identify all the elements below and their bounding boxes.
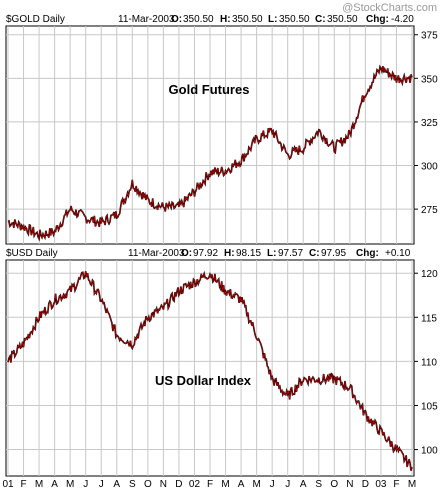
x-tick-label: A <box>238 479 245 490</box>
price-line <box>7 65 413 241</box>
x-tick-label: A <box>300 479 307 490</box>
usd-y-axis: 100 105 110 115 120 <box>414 269 438 457</box>
usd-date: 11-Mar-2003 <box>128 248 185 259</box>
x-tick-label: M <box>66 479 74 490</box>
usd-low-label: L: <box>267 248 276 259</box>
gold-grid <box>6 26 414 244</box>
x-tick-label: F <box>393 479 399 490</box>
gold-open-value: 350.50 <box>183 14 214 25</box>
gold-low-label: L: <box>268 14 277 25</box>
x-tick-label: N <box>160 479 167 490</box>
month-axis: 01 F M A M J J A S O N D 02 F M A M J J A S O N D 03 F M <box>2 479 416 490</box>
x-tick-label: M <box>221 479 229 490</box>
usd-close-label: C: <box>309 248 320 259</box>
x-tick-label: 03 <box>375 479 387 490</box>
usd-panel: 100 105 110 115 120 $USD Daily 11-Mar-2003 O… <box>5 248 438 477</box>
y-tick-label: 375 <box>421 31 438 42</box>
usd-open-label: O: <box>181 248 192 259</box>
x-tick-label: D <box>175 479 182 490</box>
y-tick-label: 325 <box>421 118 438 129</box>
usd-high-value: 98.15 <box>236 248 261 259</box>
x-tick-label: A <box>51 479 58 490</box>
gold-change-label: Chg: <box>366 14 389 25</box>
usd-close-value: 97.95 <box>321 248 346 259</box>
usd-change-label: Chg: <box>356 248 379 259</box>
x-tick-label: F <box>207 479 213 490</box>
gold-change-value: -4.20 <box>391 14 414 25</box>
usd-annotation: US Dollar Index <box>155 373 252 388</box>
x-tick-label: 01 <box>2 479 14 490</box>
gold-low-value: 350.50 <box>279 14 310 25</box>
y-tick-label: 350 <box>421 74 438 85</box>
x-tick-label: F <box>20 479 26 490</box>
usd-low-value: 97.57 <box>278 248 303 259</box>
gold-annotation: Gold Futures <box>169 82 250 97</box>
x-tick-label: O <box>330 479 338 490</box>
x-tick-label: J <box>270 479 275 490</box>
x-tick-label: S <box>315 479 322 490</box>
y-tick-label: 300 <box>421 162 438 173</box>
x-tick-label: 02 <box>189 479 201 490</box>
y-tick-label: 110 <box>421 357 437 368</box>
price-line <box>7 271 413 471</box>
gold-close-value: 350.50 <box>327 14 358 25</box>
usd-symbol: $USD Daily <box>6 248 58 259</box>
x-tick-label: J <box>99 479 104 490</box>
x-tick-label: J <box>83 479 88 490</box>
y-tick-label: 120 <box>421 269 438 280</box>
gold-close-label: C: <box>315 14 326 25</box>
watermark: @StockCharts.com <box>342 2 437 14</box>
x-tick-label: J <box>285 479 290 490</box>
x-tick-label: N <box>346 479 353 490</box>
usd-index-series <box>7 270 413 471</box>
y-tick-label: 115 <box>421 313 437 324</box>
y-tick-label: 275 <box>421 205 438 216</box>
y-tick-label: 105 <box>421 401 438 412</box>
gold-high-label: H: <box>220 14 231 25</box>
gold-date: 11-Mar-2003 <box>118 14 175 25</box>
usd-change-value: +0.10 <box>385 248 411 259</box>
x-tick-label: A <box>113 479 120 490</box>
x-tick-label: S <box>129 479 136 490</box>
gold-y-axis: 275 300 325 350 375 <box>414 31 438 216</box>
gold-symbol: $GOLD Daily <box>6 14 65 25</box>
y-tick-label: 100 <box>421 446 438 457</box>
x-tick-label: M <box>408 479 416 490</box>
x-tick-label: D <box>362 479 369 490</box>
gold-price-series <box>7 64 413 242</box>
x-tick-label: O <box>144 479 152 490</box>
x-tick-label: M <box>35 479 43 490</box>
x-tick-label: M <box>252 479 260 490</box>
gold-open-label: O: <box>171 14 182 25</box>
gold-high-value: 350.50 <box>232 14 263 25</box>
usd-high-label: H: <box>224 248 235 259</box>
usd-open-value: 97.92 <box>193 248 218 259</box>
